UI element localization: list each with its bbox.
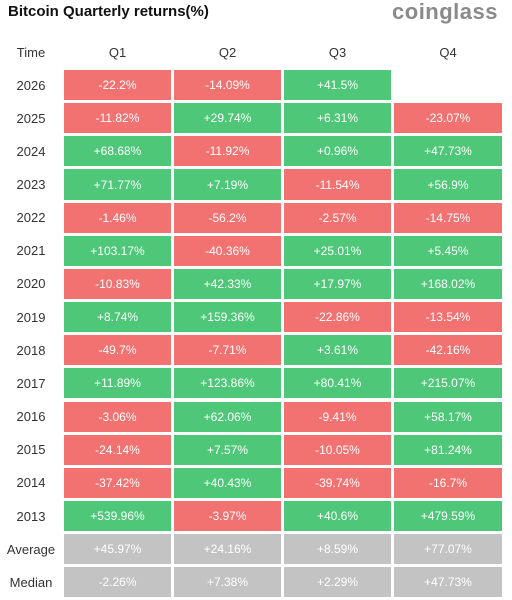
- return-cell: +40.43%: [174, 467, 281, 498]
- return-cell: +81.24%: [394, 434, 502, 465]
- return-cell: +479.59%: [394, 500, 502, 532]
- return-cell: -14.75%: [394, 202, 502, 233]
- column-header: Q2: [218, 44, 237, 60]
- summary-cell: +2.29%: [284, 567, 391, 598]
- return-cell: +103.17%: [64, 235, 171, 266]
- return-cell: +8.74%: [64, 302, 171, 333]
- year-label: 2019: [16, 309, 46, 325]
- return-cell: +17.97%: [284, 268, 391, 300]
- summary-cell: +24.16%: [174, 534, 281, 565]
- year-label: 2025: [16, 110, 46, 126]
- return-cell: -23.07%: [394, 103, 502, 134]
- year-label: 2016: [16, 409, 46, 425]
- return-cell: -7.71%: [174, 335, 281, 366]
- return-cell: +47.73%: [394, 136, 502, 167]
- return-cell: -39.74%: [284, 467, 391, 498]
- return-cell: -2.57%: [284, 202, 391, 233]
- column-header: Q4: [439, 44, 457, 60]
- return-cell: -37.42%: [64, 467, 171, 498]
- summary-cell: +7.38%: [174, 567, 281, 598]
- return-cell: +29.74%: [174, 103, 281, 134]
- year-label: 2018: [16, 342, 46, 358]
- brand-logo: coinglass: [392, 0, 498, 24]
- column-header: Time: [16, 44, 46, 60]
- return-cell: +7.19%: [174, 169, 281, 200]
- year-label: 2021: [16, 243, 46, 259]
- return-cell: +41.5%: [284, 70, 391, 101]
- summary-cell: +77.07%: [394, 534, 502, 565]
- return-cell: +6.31%: [284, 103, 391, 134]
- year-label: 2023: [16, 177, 46, 192]
- year-label: 2024: [16, 143, 46, 159]
- return-cell: +7.57%: [174, 434, 281, 465]
- return-cell: +58.17%: [394, 401, 502, 432]
- return-cell: +168.02%: [394, 268, 502, 300]
- return-cell: +42.33%: [174, 268, 281, 300]
- return-cell: +71.77%: [64, 169, 171, 200]
- return-cell: +215.07%: [394, 368, 502, 399]
- return-cell: -14.09%: [174, 70, 281, 101]
- year-label: 2014: [16, 475, 46, 491]
- column-header: Q3: [328, 44, 347, 60]
- title: Bitcoin Quarterly returns(%): [8, 3, 209, 20]
- summary-cell: +45.97%: [64, 534, 171, 565]
- return-cell: +11.89%: [64, 368, 171, 399]
- year-label: 2015: [16, 442, 46, 458]
- return-cell: +123.86%: [174, 368, 281, 399]
- return-cell: -10.05%: [284, 434, 391, 465]
- return-cell: +68.68%: [64, 136, 171, 167]
- return-cell: +539.96%: [64, 500, 171, 532]
- return-cell: -13.54%: [394, 302, 502, 333]
- year-label: 2026: [16, 77, 46, 93]
- return-cell: +0.96%: [284, 136, 391, 167]
- year-label: 2020: [16, 276, 46, 292]
- summary-label: Average: [6, 541, 56, 557]
- return-cell: +5.45%: [394, 235, 502, 266]
- return-cell: -11.82%: [64, 103, 171, 134]
- return-cell: +3.61%: [284, 335, 391, 366]
- return-cell: +25.01%: [284, 235, 391, 266]
- return-cell: -11.54%: [284, 169, 391, 200]
- summary-cell: +8.59%: [284, 534, 391, 565]
- return-cell: -56.2%: [174, 202, 281, 233]
- return-cell: +159.36%: [174, 302, 281, 333]
- return-cell: -42.16%: [394, 335, 502, 366]
- return-cell: -16.7%: [394, 467, 502, 498]
- return-cell: +56.9%: [394, 169, 502, 200]
- summary-cell: -2.26%: [64, 567, 171, 598]
- return-cell: -3.06%: [64, 401, 171, 432]
- year-label: 2022: [16, 210, 46, 226]
- return-cell: -11.92%: [174, 136, 281, 167]
- return-cell: -49.7%: [64, 335, 171, 366]
- year-label: 2013: [16, 508, 46, 524]
- return-cell: -1.46%: [64, 202, 171, 233]
- year-label: 2017: [16, 375, 46, 391]
- summary-cell: +47.73%: [394, 567, 502, 598]
- return-cell: +62.06%: [174, 401, 281, 432]
- return-cell: +40.6%: [284, 500, 391, 532]
- column-header: Q1: [108, 44, 127, 60]
- return-cell: -22.86%: [284, 302, 391, 333]
- return-cell: -3.97%: [174, 500, 281, 532]
- return-cell: +80.41%: [284, 368, 391, 399]
- return-cell: -24.14%: [64, 434, 171, 465]
- summary-label: Median: [9, 574, 53, 590]
- return-cell: -10.83%: [64, 268, 171, 300]
- return-cell: -22.2%: [64, 70, 171, 101]
- return-cell: -9.41%: [284, 401, 391, 432]
- return-cell: -40.36%: [174, 235, 281, 266]
